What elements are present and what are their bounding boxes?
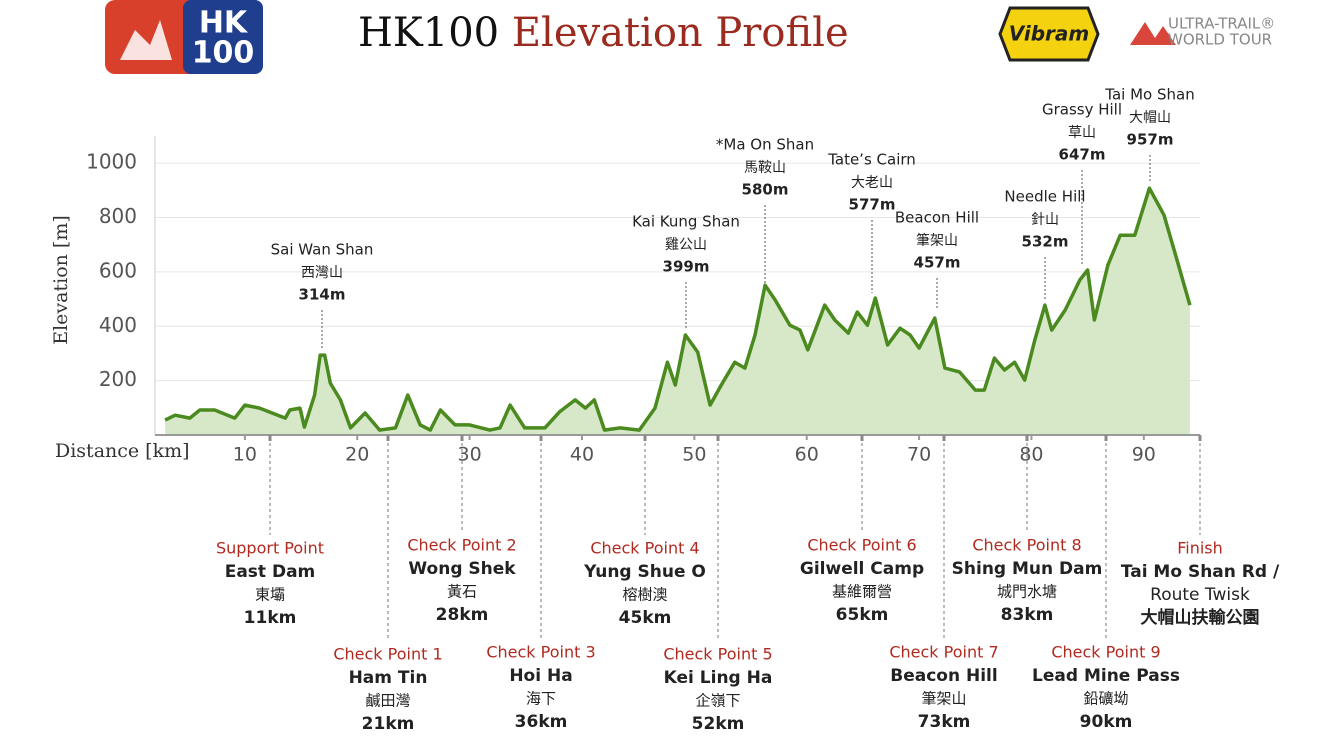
checkpoint-label: Check Point 2: [407, 536, 516, 555]
x-tick-label: 30: [458, 444, 482, 466]
checkpoint-label: Check Point 3: [486, 643, 595, 662]
checkpoint-line: 基維爾營: [832, 583, 892, 601]
x-axis-label: Distance [km]: [55, 440, 190, 462]
title-part: Elevation Profile: [512, 10, 849, 56]
y-tick-label: 1000: [86, 150, 137, 174]
title: HK100 Elevation Profile: [358, 10, 849, 56]
checkpoint-line: 65km: [836, 605, 889, 625]
peak-name: Kai Kung Shan: [632, 213, 740, 231]
checkpoint-line: 海下: [526, 690, 556, 708]
checkpoint-line: Ham Tin: [349, 668, 428, 688]
tour-text: WORLD TOUR: [1168, 31, 1272, 49]
checkpoint-line: Wong Shek: [408, 559, 516, 579]
checkpoint-label: Check Point 7: [889, 643, 998, 662]
peak-name: Tai Mo Shan: [1104, 86, 1194, 104]
peak-height: 532m: [1022, 233, 1069, 251]
checkpoint-label: Check Point 6: [807, 536, 916, 555]
checkpoint-line: 52km: [692, 714, 745, 734]
checkpoint-line: 鉛礦坳: [1083, 690, 1128, 708]
checkpoint-line: Lead Mine Pass: [1032, 666, 1180, 686]
checkpoint-line: 鹹田灣: [365, 692, 410, 710]
checkpoint-label: Check Point 9: [1051, 643, 1160, 662]
checkpoint-line: 36km: [515, 712, 568, 732]
x-tick-label: 80: [1019, 444, 1043, 466]
peak-local: 草山: [1068, 125, 1096, 141]
x-tick-label: 40: [570, 444, 594, 466]
checkpoint-line: 筆架山: [921, 690, 966, 708]
sponsor-text: Vibram: [1009, 22, 1090, 46]
peak-height: 457m: [914, 254, 961, 272]
y-tick-label: 800: [99, 204, 137, 228]
peak-local: 西灣山: [301, 265, 343, 281]
checkpoint-line: 城門水塘: [997, 583, 1057, 601]
checkpoint-line: 45km: [619, 608, 672, 628]
checkpoint-line: Route Twisk: [1150, 585, 1250, 605]
peak-local: 針山: [1031, 212, 1059, 228]
logo-text: 100: [192, 36, 255, 71]
checkpoint-line: Beacon Hill: [890, 666, 997, 686]
logo-text: HK: [199, 6, 249, 41]
checkpoint-label: Check Point 1: [333, 645, 442, 664]
y-tick-label: 400: [99, 313, 137, 337]
checkpoint-line: 83km: [1001, 605, 1054, 625]
peak-name: Sai Wan Shan: [271, 241, 374, 259]
x-tick-label: 20: [345, 444, 369, 466]
x-tick-label: 10: [233, 444, 257, 466]
checkpoint-line: 21km: [362, 714, 415, 734]
peak-local: 大老山: [851, 175, 893, 191]
peak-local: 馬鞍山: [744, 160, 786, 176]
peak-local: 大帽山: [1129, 110, 1171, 126]
peak-name: *Ma On Shan: [716, 136, 814, 154]
checkpoint-line: Yung Shue O: [583, 562, 706, 582]
peak-height: 580m: [742, 181, 789, 199]
x-tick-label: 90: [1132, 444, 1156, 466]
checkpoint-line: 73km: [918, 712, 971, 732]
logo-blue: [183, 0, 263, 74]
checkpoint-line: 黃石: [447, 583, 477, 601]
checkpoint-line: Gilwell Camp: [800, 559, 924, 579]
peak-name: Beacon Hill: [895, 209, 979, 227]
checkpoint-label: Finish: [1177, 539, 1223, 558]
tour-logo: [1130, 22, 1176, 45]
peak-height: 577m: [849, 196, 896, 214]
checkpoint-line: 企嶺下: [695, 692, 740, 710]
peak-local: 雞公山: [665, 237, 707, 253]
checkpoint-line: Kei Ling Ha: [664, 668, 773, 688]
checkpoint-line: East Dam: [225, 562, 316, 582]
checkpoint-label: Check Point 4: [590, 539, 699, 558]
checkpoint-line: Shing Mun Dam: [952, 559, 1103, 579]
checkpoint-line: 榕樹澳: [622, 586, 667, 604]
checkpoint-line: 11km: [244, 608, 297, 628]
peak-name: Needle Hill: [1004, 188, 1085, 206]
checkpoint-line: 東壩: [255, 586, 285, 604]
x-tick-label: 70: [907, 444, 931, 466]
checkpoint-label: Check Point 8: [972, 536, 1081, 555]
x-tick-label: 50: [682, 444, 706, 466]
y-axis-label: Elevation [m]: [50, 215, 72, 345]
checkpoint-line: 90km: [1080, 712, 1133, 732]
elevation-line: [164, 186, 1192, 432]
tour-text: ULTRA-TRAIL®: [1168, 15, 1275, 33]
area-fill: [165, 188, 1190, 435]
x-tick-label: 60: [795, 444, 819, 466]
checkpoint-line: Hoi Ha: [509, 666, 572, 686]
checkpoint-label: Check Point 5: [663, 645, 772, 664]
checkpoint-line: 大帽山扶輸公園: [1141, 607, 1260, 628]
peak-height: 647m: [1059, 146, 1106, 164]
title-part: HK100: [358, 10, 499, 56]
checkpoint-line: 28km: [436, 605, 489, 625]
peak-height: 399m: [663, 258, 710, 276]
logo-runner: [120, 20, 172, 60]
sponsor-logo: [998, 6, 1100, 62]
checkpoint-line: Tai Mo Shan Rd /: [1121, 562, 1280, 582]
peak-name: Grassy Hill: [1042, 101, 1122, 119]
peak-height: 957m: [1127, 131, 1174, 149]
peak-local: 筆架山: [916, 233, 958, 249]
y-tick-label: 600: [99, 258, 137, 282]
y-tick-label: 200: [99, 367, 137, 391]
peak-name: Tate’s Cairn: [827, 151, 916, 169]
checkpoint-label: Support Point: [216, 539, 324, 558]
peak-height: 314m: [299, 286, 346, 304]
